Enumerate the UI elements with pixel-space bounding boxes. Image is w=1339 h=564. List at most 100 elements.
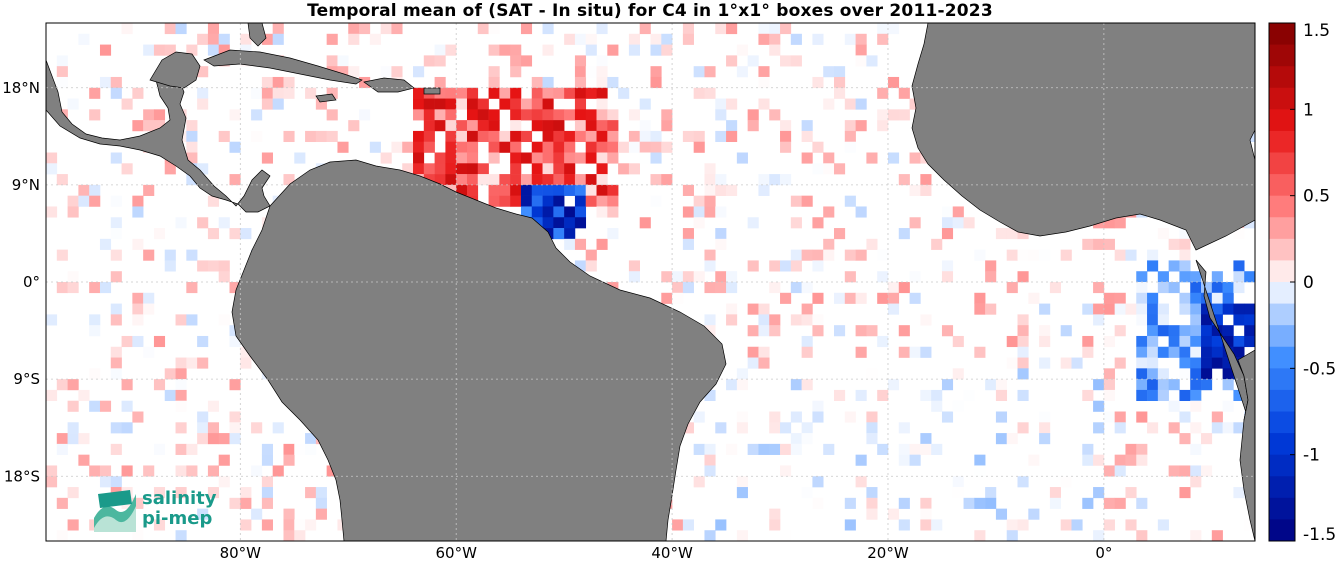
- data-cell: [272, 422, 284, 434]
- data-cell: [769, 260, 781, 272]
- data-cell: [758, 98, 770, 110]
- data-cell: [520, 184, 533, 196]
- data-cell: [175, 389, 187, 402]
- data-cell: [1103, 368, 1115, 380]
- data-cell: [920, 433, 932, 445]
- data-cell: [855, 476, 867, 488]
- data-cell: [790, 411, 802, 423]
- data-cell: [553, 120, 565, 132]
- data-cell: [1190, 314, 1202, 326]
- data-cell: [887, 109, 900, 121]
- data-cell: [1006, 282, 1018, 294]
- data-cell: [1233, 260, 1245, 272]
- data-cell: [1190, 530, 1202, 542]
- data-cell: [1190, 476, 1202, 488]
- data-cell: [153, 487, 166, 499]
- data-cell: [121, 422, 133, 434]
- data-cell: [780, 260, 792, 272]
- data-cell: [628, 109, 641, 121]
- data-cell: [1071, 519, 1083, 531]
- data-cell: [585, 260, 597, 272]
- data-cell: [736, 368, 748, 380]
- data-cell: [121, 98, 133, 110]
- data-cell: [110, 228, 122, 240]
- data-cell: [1125, 443, 1137, 455]
- data-cell: [56, 249, 68, 261]
- data-cell: [823, 249, 835, 261]
- data-cell: [99, 238, 112, 250]
- data-cell: [56, 76, 68, 89]
- data-cell: [1157, 346, 1169, 358]
- data-cell: [67, 422, 79, 434]
- data-cell: [261, 476, 273, 488]
- data-cell: [283, 87, 295, 99]
- data-cell: [887, 292, 900, 304]
- data-cell: [564, 130, 576, 143]
- data-cell: [596, 120, 608, 132]
- data-cell: [186, 357, 198, 369]
- data-cell: [1244, 303, 1256, 315]
- data-cell: [877, 109, 889, 121]
- data-cell: [574, 87, 587, 99]
- data-cell: [1017, 389, 1029, 402]
- data-cell: [920, 184, 932, 196]
- data-cell: [941, 206, 954, 218]
- data-cell: [574, 195, 587, 207]
- data-cell: [520, 98, 533, 110]
- data-cell: [186, 174, 198, 186]
- data-cell: [1201, 303, 1213, 315]
- data-cell: [218, 454, 230, 466]
- data-cell: [1017, 346, 1029, 358]
- data-cell: [1179, 271, 1191, 283]
- data-cell: [1233, 346, 1245, 358]
- data-cell: [909, 292, 921, 304]
- data-cell: [898, 443, 910, 455]
- data-cell: [553, 87, 565, 99]
- data-cell: [402, 141, 414, 153]
- data-cell: [283, 519, 295, 531]
- data-cell: [283, 174, 295, 186]
- data-cell: [812, 314, 824, 326]
- data-cell: [251, 422, 263, 434]
- data-cell: [326, 109, 338, 121]
- data-cell: [704, 454, 716, 466]
- data-cell: [823, 98, 835, 110]
- data-cell: [790, 282, 802, 294]
- data-cell: [380, 152, 392, 164]
- data-cell: [1060, 249, 1072, 261]
- data-cell: [1222, 400, 1234, 412]
- data-cell: [639, 120, 651, 132]
- data-cell: [736, 476, 748, 488]
- data-cell: [46, 476, 58, 488]
- data-cell: [56, 379, 68, 391]
- data-cell: [844, 120, 856, 132]
- data-cell: [488, 174, 500, 186]
- data-cell: [682, 23, 694, 35]
- data-cell: [596, 130, 608, 143]
- data-cell: [1211, 314, 1223, 326]
- data-cell: [510, 120, 522, 132]
- data-cell: [639, 130, 651, 143]
- data-cell: [1136, 346, 1148, 358]
- colorbar-segment: [1269, 44, 1295, 67]
- data-cell: [1179, 260, 1191, 272]
- data-cell: [1039, 433, 1051, 445]
- data-cell: [229, 433, 241, 445]
- data-cell: [423, 55, 435, 67]
- data-cell: [1125, 249, 1137, 261]
- data-cell: [574, 76, 587, 89]
- data-cell: [1125, 487, 1137, 499]
- data-cell: [769, 443, 781, 455]
- data-cell: [931, 519, 943, 531]
- data-cell: [1136, 379, 1148, 391]
- data-cell: [1201, 346, 1213, 358]
- data-cell: [661, 33, 673, 45]
- data-cell: [531, 174, 543, 186]
- data-cell: [1222, 282, 1234, 294]
- data-cell: [801, 130, 813, 143]
- data-cell: [348, 66, 360, 78]
- data-cell: [574, 55, 587, 67]
- colorbar-segment: [1269, 23, 1295, 46]
- data-cell: [607, 228, 619, 240]
- data-cell: [661, 44, 673, 56]
